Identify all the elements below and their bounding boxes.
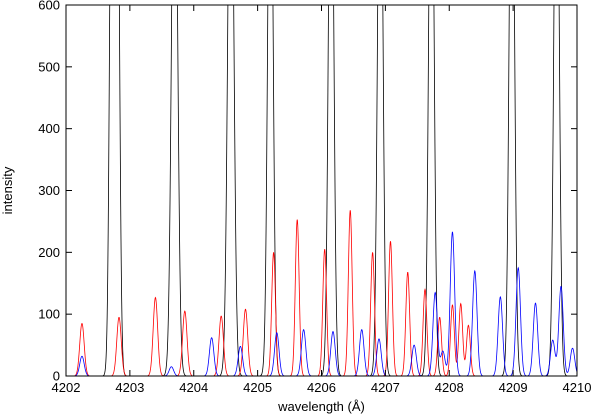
x-tick-label: 4202 <box>52 380 81 395</box>
series-line-red <box>66 210 577 376</box>
y-tick-label: 200 <box>38 245 60 260</box>
y-tick-label: 500 <box>38 59 60 74</box>
x-tick-label: 4208 <box>435 380 464 395</box>
x-axis-title: wavelength (Å) <box>277 399 365 414</box>
axes-layer: 4202 4203 4204 4205 4206 4207 4208 4209 4210 0 100… <box>38 0 591 395</box>
x-tick-label: 4203 <box>115 380 144 395</box>
x-tick-label: 4205 <box>243 380 272 395</box>
x-tick-label: 4209 <box>499 380 528 395</box>
y-tick-label: 100 <box>38 307 60 322</box>
x-tick-label: 4204 <box>179 380 208 395</box>
x-tick-label: 4206 <box>307 380 336 395</box>
y-tick-label: 600 <box>38 0 60 13</box>
y-tick-label: 400 <box>38 121 60 136</box>
y-axis-title: intensity <box>0 166 15 214</box>
y-tick-label: 0 <box>53 369 60 384</box>
x-tick-label: 4207 <box>371 380 400 395</box>
y-tick-label: 300 <box>38 183 60 198</box>
x-tick-label: 4210 <box>563 380 592 395</box>
